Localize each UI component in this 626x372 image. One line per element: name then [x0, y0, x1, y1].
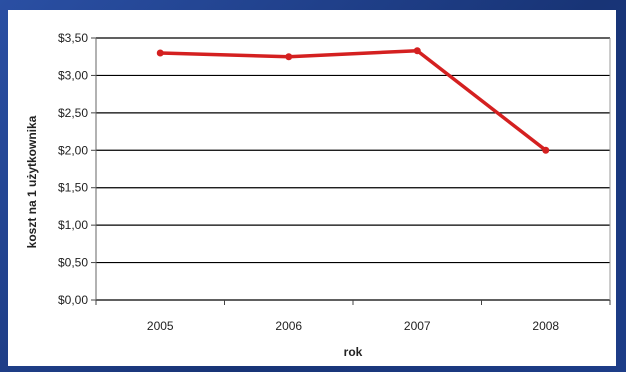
- y-tick-labels: $0,00 $0,50 $1,00 $1,50 $2,00 $2,50 $3,00 $3,50: [58, 31, 88, 307]
- x-tick-label-2007: 2007: [404, 319, 431, 333]
- data-point-2005: [156, 49, 164, 57]
- series-lines: [156, 47, 550, 154]
- y-axis-title: koszt na 1 użytkownika: [25, 115, 39, 248]
- y-tick-label-7: $3,50: [58, 31, 88, 45]
- chart-panel: $0,00 $0,50 $1,00 $1,50 $2,00 $2,50 $3,00 $3,50…: [8, 10, 616, 366]
- y-tick-label-5: $2,50: [58, 106, 88, 120]
- y-tick-label-6: $3,00: [58, 68, 88, 82]
- x-tick-label-2005: 2005: [147, 319, 174, 333]
- y-tick-label-0: $0,00: [58, 293, 88, 307]
- data-point-2006: [285, 53, 293, 61]
- y-tick-label-3: $1,50: [58, 181, 88, 195]
- y-tick-label-4: $2,00: [58, 143, 88, 157]
- axes: [91, 37, 611, 305]
- y-tick-label-2: $1,00: [58, 218, 88, 232]
- series-line-0: [160, 48, 547, 152]
- x-tick-label-2006: 2006: [275, 319, 302, 333]
- data-point-2008: [542, 146, 550, 154]
- x-axis-title: rok: [344, 345, 363, 359]
- line-chart: $0,00 $0,50 $1,00 $1,50 $2,00 $2,50 $3,00 $3,50…: [25, 31, 611, 359]
- gridlines: [96, 37, 610, 301]
- y-tick-label-1: $0,50: [58, 256, 88, 270]
- x-tick-label-2008: 2008: [532, 319, 559, 333]
- x-tick-labels: 2005 2006 2007 2008: [147, 319, 560, 333]
- data-point-2007: [413, 47, 421, 55]
